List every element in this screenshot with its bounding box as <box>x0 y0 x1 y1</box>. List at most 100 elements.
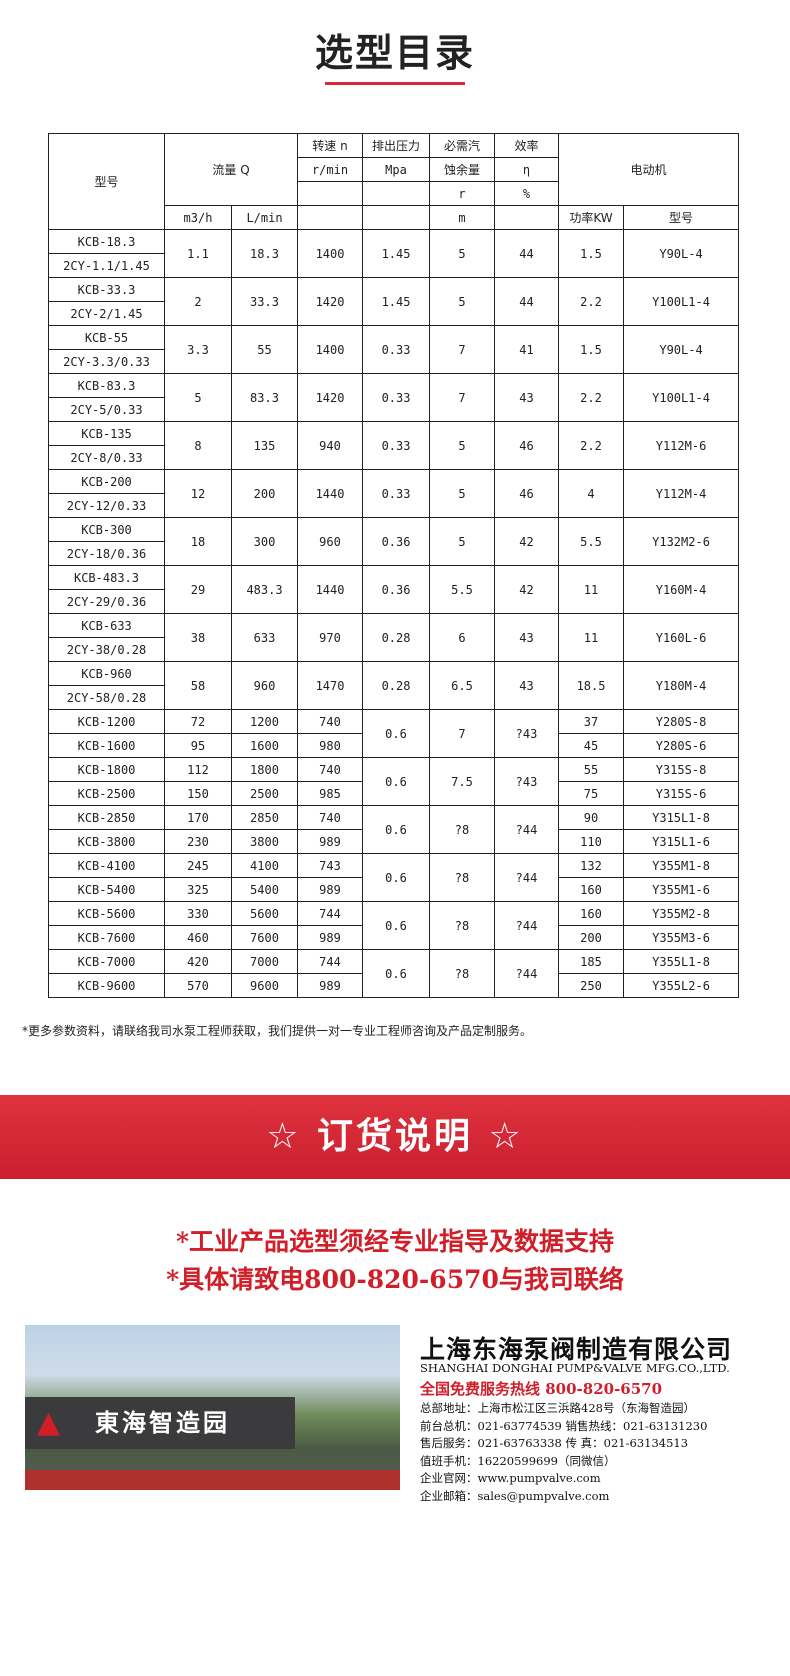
cell-speed: 743 <box>297 853 364 878</box>
empty <box>362 181 431 206</box>
cell-npsh: 5.5 <box>429 565 496 614</box>
cell-model: KCB-200 <box>48 469 165 494</box>
header-pressure: 排出压力 <box>362 133 431 158</box>
header-power: 功率KW <box>558 205 625 230</box>
table-row: KCB-33.3 2 33.3 1420 1.45 5 44 2.2 Y100L1-4 <box>48 277 740 326</box>
cell-motor-model: Y160L-6 <box>623 613 740 662</box>
page-title: 选型目录 <box>314 31 475 75</box>
cell-efficiency: ?43 <box>494 757 560 806</box>
cell-speed: 744 <box>297 901 364 926</box>
cell-npsh: 5 <box>429 229 496 278</box>
cell-npsh: 5 <box>429 277 496 326</box>
table-row: 2CY-58/0.28 <box>48 685 739 710</box>
cell-motor-model: Y280S-6 <box>623 733 740 758</box>
pressure-unit: Mpa <box>362 157 431 182</box>
cell-power: 160 <box>558 877 625 902</box>
cell-flow-lmin: 7600 <box>230 925 299 950</box>
cell-flow-m3h: 29 <box>164 565 232 614</box>
table-row: KCB-300 18 300 960 0.36 5 42 5.5 Y132M2-6 <box>48 517 740 566</box>
table-row: KCB-5600 330 5600 744 0.6 ?8 ?44 160 Y355M2-8 <box>48 901 740 950</box>
cell-model: KCB-135 <box>48 421 165 446</box>
table-row: 2CY-2/1.45 <box>48 301 739 326</box>
cell-flow-m3h: 325 <box>164 877 232 902</box>
table-row: KCB-135 8 135 940 0.33 5 46 2.2 Y112M-6 <box>48 421 740 470</box>
cell-power: 160 <box>558 901 625 926</box>
cell-npsh: ?8 <box>429 805 496 854</box>
cell-flow-lmin: 1200 <box>230 709 299 734</box>
table-row: KCB-5400 325 5400 989 160 Y355M1-6 <box>48 877 740 902</box>
cell-pressure: 0.6 <box>362 805 431 854</box>
company-name: 上海东海泵阀制造有限公司 <box>420 1335 733 1364</box>
contact-line: 企业邮箱：sales@pumpvalve.com <box>420 1488 610 1503</box>
table-row: 2CY-12/0.33 <box>48 493 739 518</box>
table-row: KCB-1800 112 1800 740 0.6 7.5 ?43 55 Y315S-8 <box>48 757 740 806</box>
cell-model: KCB-633 <box>48 613 165 638</box>
cell-motor-model: Y315L1-8 <box>623 805 740 830</box>
cell-npsh: 6 <box>429 613 496 662</box>
cell-efficiency: ?43 <box>494 709 560 758</box>
cell-flow-m3h: 2 <box>164 277 232 326</box>
contact-line: 售后服务：021-63763338 传 真：021-63134513 <box>420 1436 689 1450</box>
cell-pressure: 0.33 <box>362 373 431 422</box>
cell-flow-lmin: 55 <box>230 325 299 374</box>
cell-power: 185 <box>558 949 625 974</box>
cell-power: 1.5 <box>558 229 625 278</box>
table-row: KCB-483.3 29 483.3 1440 0.36 5.5 42 11 Y160M-4 <box>48 565 740 614</box>
cell-npsh: ?8 <box>429 949 496 998</box>
cell-power: 45 <box>558 733 625 758</box>
cell-speed: 1440 <box>297 565 364 614</box>
cell-npsh: 7.5 <box>429 757 496 806</box>
cell-power: 5.5 <box>558 517 625 566</box>
cell-pressure: 0.6 <box>362 709 431 758</box>
cell-flow-lmin: 3800 <box>230 829 299 854</box>
cell-speed: 989 <box>297 829 364 854</box>
cell-model-alt: 2CY-12/0.33 <box>48 493 165 518</box>
cell-power: 75 <box>558 781 625 806</box>
cell-power: 2.2 <box>558 421 625 470</box>
header-eff: 效率 <box>494 133 560 158</box>
cell-flow-m3h: 150 <box>164 781 232 806</box>
table-row: KCB-1600 95 1600 980 45 Y280S-6 <box>48 733 740 758</box>
cell-flow-m3h: 5 <box>164 373 232 422</box>
table-row: 2CY-18/0.36 <box>48 541 739 566</box>
cell-flow-lmin: 2500 <box>230 781 299 806</box>
table-row: KCB-18.3 1.1 18.3 1400 1.45 5 44 1.5 Y90L-4 <box>48 229 740 278</box>
cell-speed: 989 <box>297 925 364 950</box>
cell-flow-m3h: 12 <box>164 469 232 518</box>
table-row: KCB-9600 570 9600 989 250 Y355L2-6 <box>48 973 740 998</box>
cell-speed: 1400 <box>297 229 364 278</box>
cell-npsh: 5 <box>429 421 496 470</box>
order-banner: ☆ 订货说明 ☆ <box>0 1095 790 1179</box>
cell-flow-lmin: 9600 <box>230 973 299 998</box>
cell-motor-model: Y315S-6 <box>623 781 740 806</box>
cell-motor-model: Y315L1-6 <box>623 829 740 854</box>
cell-pressure: 0.33 <box>362 325 431 374</box>
cell-efficiency: 41 <box>494 325 560 374</box>
cell-motor-model: Y355M1-8 <box>623 853 740 878</box>
cell-pressure: 0.6 <box>362 901 431 950</box>
selection-table: 型号 流量 Q 转速 n 排出压力 必需汽 效率 电动机 r/min Mpa 蚀余量 η r% m… <box>48 133 740 998</box>
cell-flow-m3h: 112 <box>164 757 232 782</box>
cell-flow-m3h: 570 <box>164 973 232 998</box>
cell-speed: 989 <box>297 973 364 998</box>
cell-motor-model: Y100L1-4 <box>623 277 740 326</box>
cell-flow-m3h: 58 <box>164 661 232 710</box>
cell-power: 132 <box>558 853 625 878</box>
cell-motor-model: Y355M2-8 <box>623 901 740 926</box>
header-model: 型号 <box>48 133 165 230</box>
cell-power: 110 <box>558 829 625 854</box>
cell-flow-lmin: 633 <box>230 613 299 662</box>
cell-pressure: 1.45 <box>362 229 431 278</box>
photo-sign: ▲ 東海智造园 <box>25 1397 295 1449</box>
cell-flow-lmin: 5400 <box>230 877 299 902</box>
table-row: KCB-1200 72 1200 740 0.6 7 ?43 37 Y280S-8 <box>48 709 740 758</box>
cell-power: 200 <box>558 925 625 950</box>
cell-model-alt: 2CY-3.3/0.33 <box>48 349 165 374</box>
cell-flow-m3h: 72 <box>164 709 232 734</box>
cell-model: KCB-7000 <box>48 949 165 974</box>
eff-unit: % <box>494 181 560 206</box>
cell-motor-model: Y355L1-8 <box>623 949 740 974</box>
slogan-2: *具体请致电800-820-6570与我司联络 <box>166 1265 624 1294</box>
cell-speed: 1470 <box>297 661 364 710</box>
cell-flow-lmin: 4100 <box>230 853 299 878</box>
